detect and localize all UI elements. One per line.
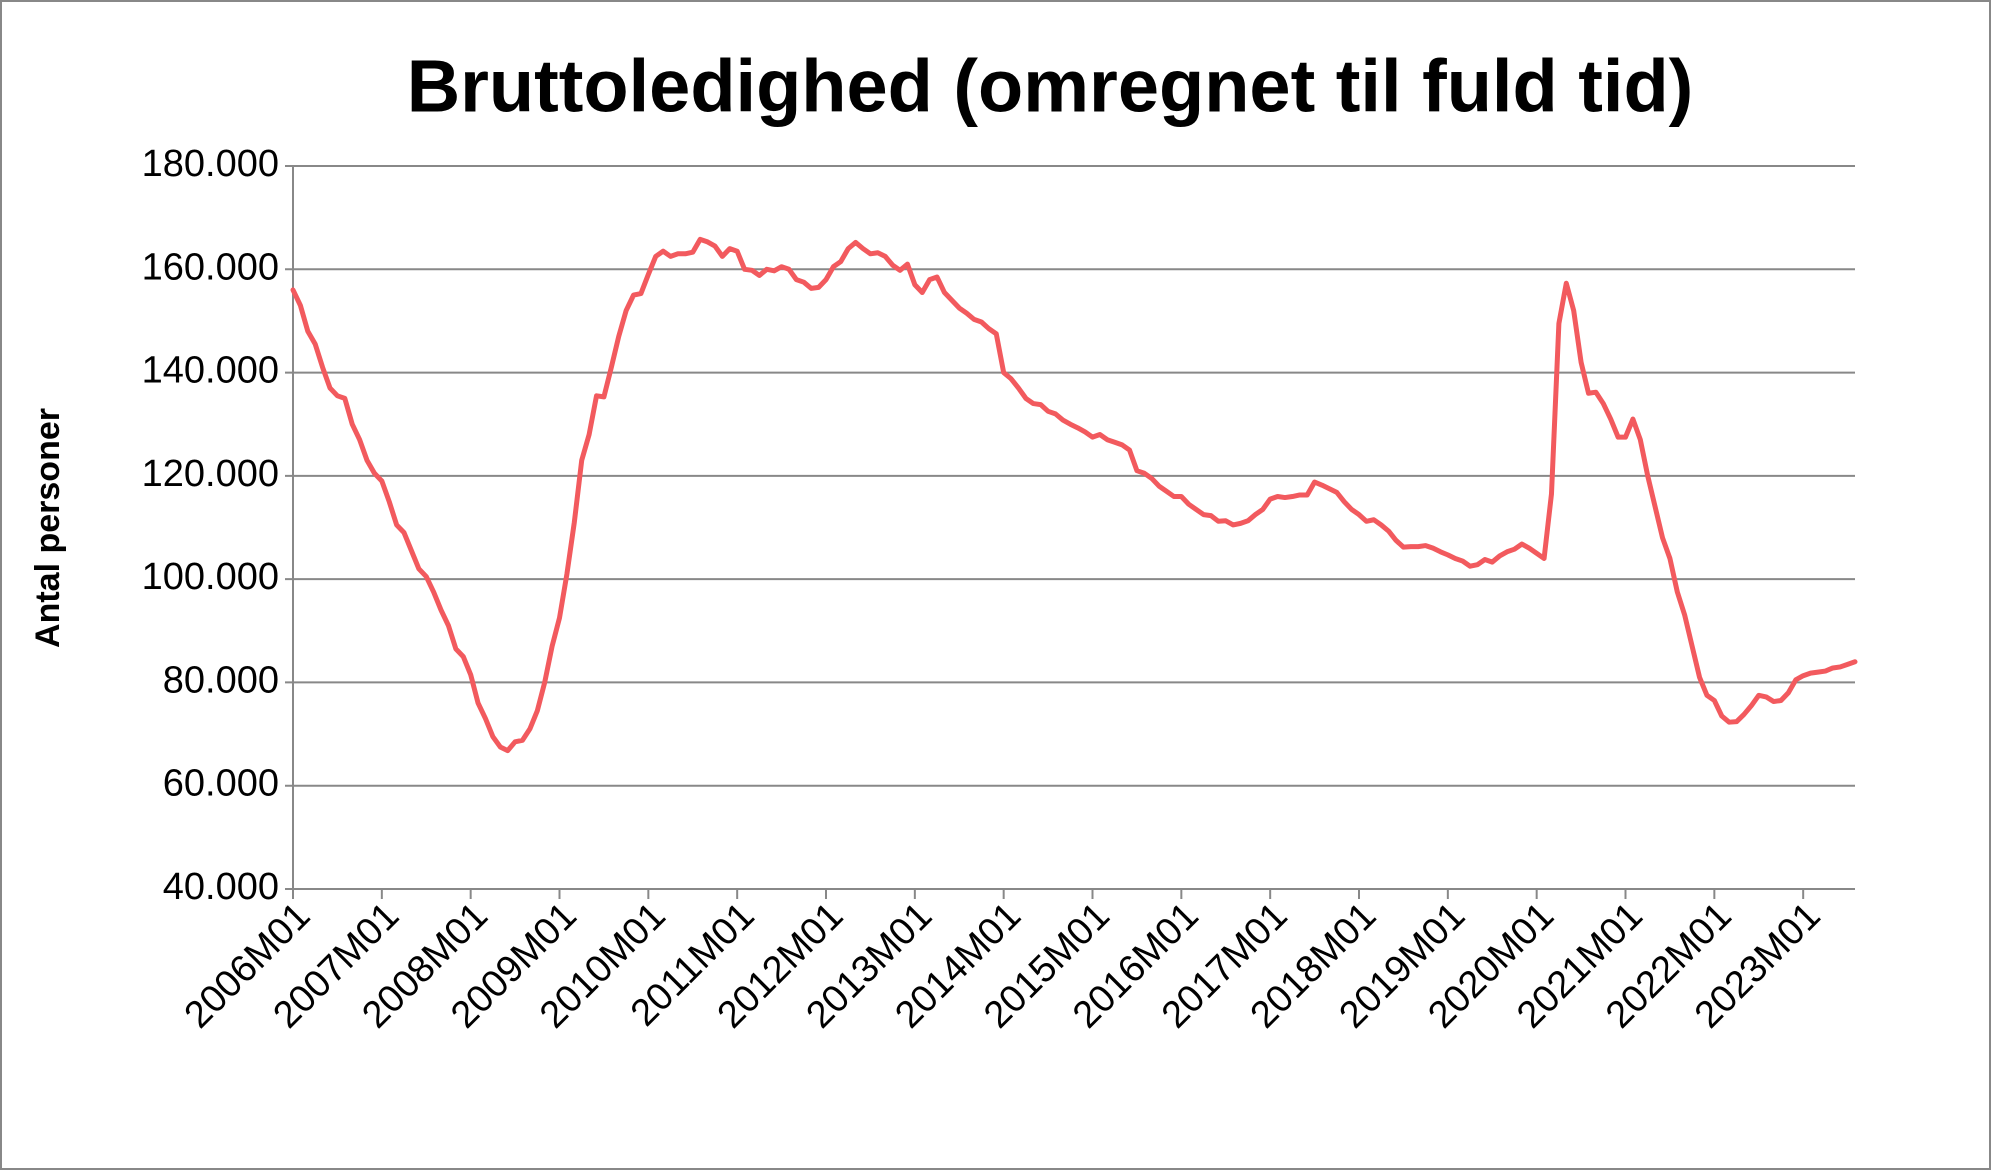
y-tick-label: 160.000 [142,246,279,288]
y-axis-label: Antal personer [29,408,67,648]
y-tick-label: 140.000 [142,350,279,392]
y-tick-label: 80.000 [163,659,279,701]
y-tick-label: 100.000 [142,556,279,598]
y-tick-label: 180.000 [142,143,279,185]
data-line [290,236,1858,754]
y-tick-label: 40.000 [163,866,279,908]
y-tick-label: 60.000 [163,763,279,805]
y-tick-label: 120.000 [142,453,279,495]
chart-title: Bruttoledighed (omregnet til fuld tid) [407,45,1694,128]
